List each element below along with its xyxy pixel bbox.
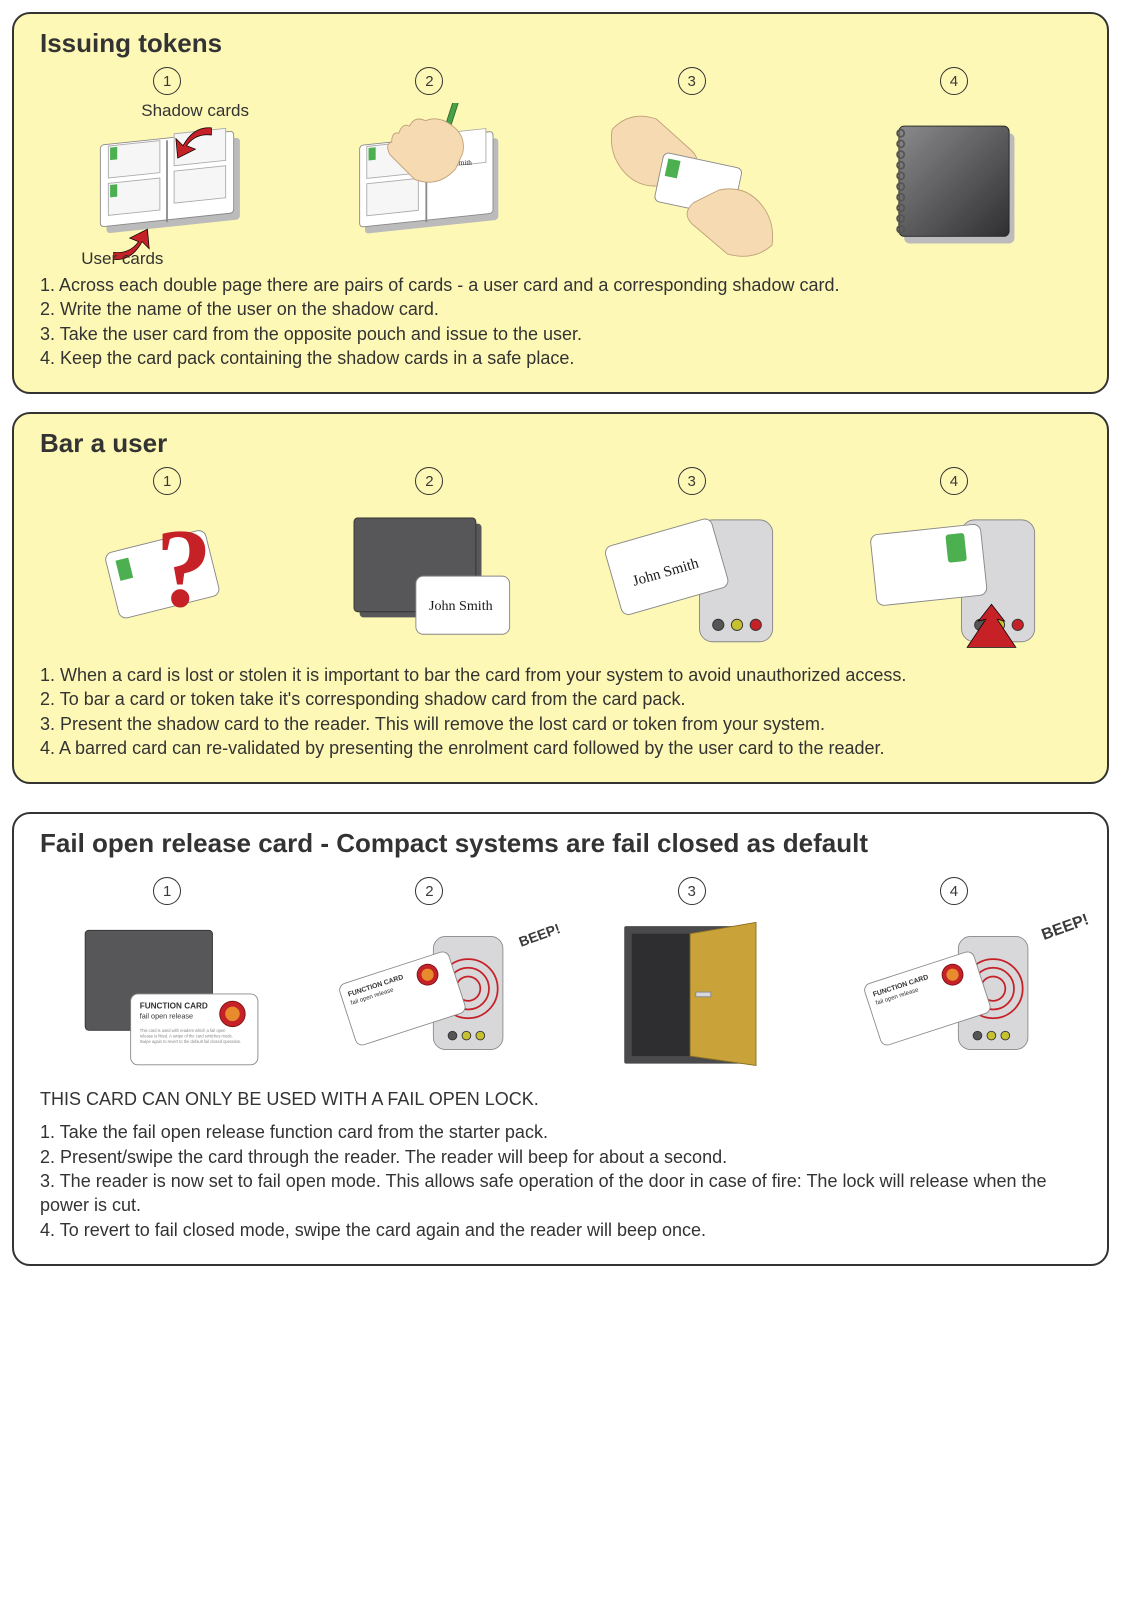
instruction: 3. The reader is now set to fail open mo… [40,1169,1081,1218]
section2-instructions: 1. When a card is lost or stolen it is i… [40,663,1081,760]
section3-step1: 1 FUNCTION CARD fail open release This c… [41,877,293,1073]
instruction: 2. Write the name of the user on the sha… [40,297,1081,321]
step-number: 4 [940,467,968,495]
svg-text:fail open release: fail open release [140,1012,193,1021]
section2-steps: 1 ? 2 John Smith 3 [36,467,1085,653]
svg-text:John Smith: John Smith [429,598,493,614]
svg-text:release is fitted. A swipe of: release is fitted. A swipe of the card s… [140,1034,233,1039]
handover-illustration [592,103,792,263]
shadow-cards-label: Shadow cards [141,101,249,121]
user-cards-label: User cards [81,249,163,269]
step-number: 1 [153,877,181,905]
instruction: 1. Take the fail open release function c… [40,1120,1081,1144]
instruction: 4. A barred card can re-validated by pre… [40,736,1081,760]
instruction: 4. To revert to fail closed mode, swipe … [40,1218,1081,1242]
section1-instructions: 1. Across each double page there are pai… [40,273,1081,370]
section1-step4: 4 [828,67,1080,263]
step-number: 2 [415,877,443,905]
instruction: 1. Across each double page there are pai… [40,273,1081,297]
section1-step2: 2 John Smith [304,67,556,263]
svg-text:Swipe again to revert to the d: Swipe again to revert to the default fai… [140,1039,242,1044]
section2-step3: 3 John Smith [566,467,818,653]
card-pack-illustration [67,103,267,263]
section1-title: Issuing tokens [40,28,1085,59]
step-number: 3 [678,467,706,495]
section3-steps: 1 FUNCTION CARD fail open release This c… [36,877,1085,1073]
instruction: 4. Keep the card pack containing the sha… [40,346,1081,370]
svg-text:FUNCTION CARD: FUNCTION CARD [140,1002,208,1011]
section1-step1: 1 Shadow cards User cards [41,67,293,263]
question-mark-icon: ? [156,507,212,631]
step-number: 1 [153,467,181,495]
step-number: 3 [678,877,706,905]
svg-text:This card is used with readers: This card is used with readers which a f… [140,1028,226,1033]
step-number: 2 [415,467,443,495]
writing-illustration: John Smith [329,103,529,263]
section3-step2: 2 FUNCTION CARD fail open release [304,877,556,1073]
section1-step3: 3 [566,67,818,263]
swipe-reader-beep-2: FUNCTION CARD fail open release [854,913,1054,1073]
instruction: 1. When a card is lost or stolen it is i… [40,663,1081,687]
step-number: 4 [940,67,968,95]
instruction: 3. Take the user card from the opposite … [40,322,1081,346]
card-pack-with-name: John Smith [329,503,529,653]
section3-instructions: 1. Take the fail open release function c… [40,1120,1081,1241]
step-number: 2 [415,67,443,95]
function-card-in-pack: FUNCTION CARD fail open release This car… [67,913,267,1073]
section2-step1: 1 ? [41,467,293,653]
section2-title: Bar a user [40,428,1085,459]
section-fail-open: Fail open release card - Compact systems… [12,812,1109,1265]
step-number: 1 [153,67,181,95]
instruction: 3. Present the shadow card to the reader… [40,712,1081,736]
step-number: 3 [678,67,706,95]
section2-step4: 4 [828,467,1080,653]
lost-card-illustration: ? [67,503,267,653]
open-door-illustration [592,913,792,1073]
section1-steps: 1 Shadow cards User cards [36,67,1085,263]
section3-title: Fail open release card - Compact systems… [40,828,1085,859]
instruction: 2. Present/swipe the card through the re… [40,1145,1081,1169]
section-issuing-tokens: Issuing tokens 1 Shadow cards [12,12,1109,394]
section2-step2: 2 John Smith [304,467,556,653]
present-shadow-card: John Smith [592,503,792,653]
section-bar-a-user: Bar a user 1 ? 2 John Smith 3 [12,412,1109,784]
notebook-illustration [854,103,1054,263]
section3-step4: 4 FUNCTION CARD fail open release BEEP! [828,877,1080,1073]
step-number: 4 [940,877,968,905]
section3-warning: THIS CARD CAN ONLY BE USED WITH A FAIL O… [40,1089,1081,1110]
instruction: 2. To bar a card or token take it's corr… [40,687,1081,711]
section3-step3: 3 [566,877,818,1073]
revalidate-card [854,503,1054,653]
swipe-reader-beep: FUNCTION CARD fail open release [329,913,529,1073]
